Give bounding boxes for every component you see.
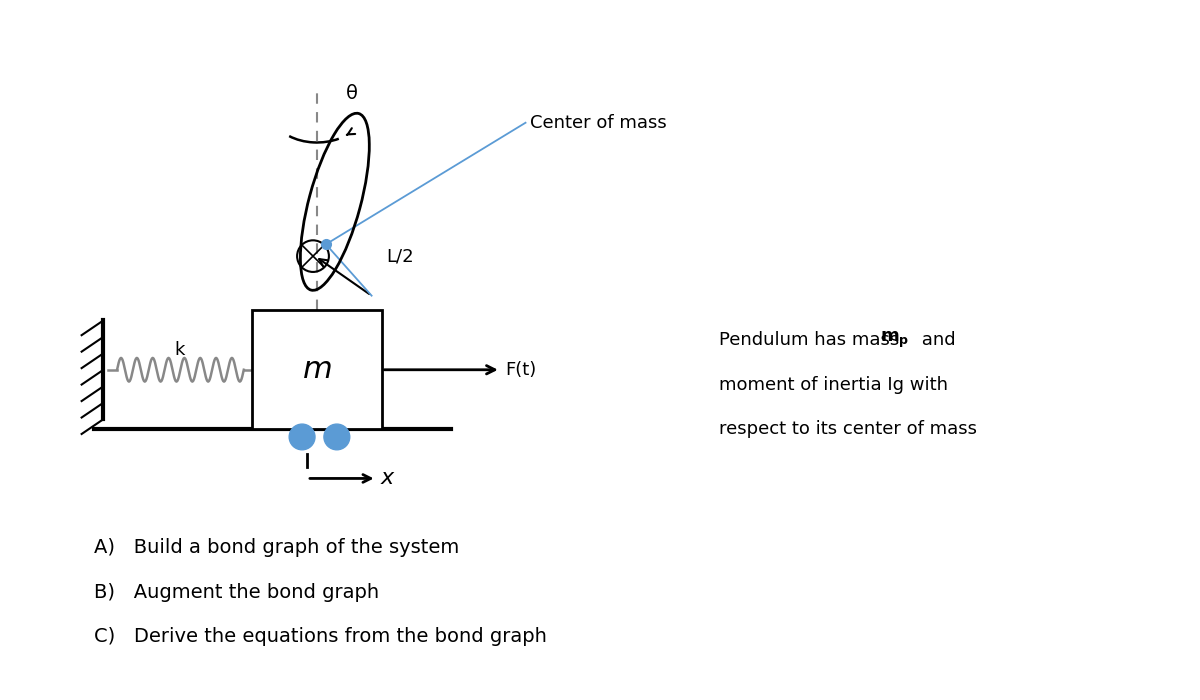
Text: $\mathit{x}$: $\mathit{x}$ bbox=[379, 468, 396, 489]
Text: B)   Augment the bond graph: B) Augment the bond graph bbox=[94, 582, 379, 601]
Text: C)   Derive the equations from the bond graph: C) Derive the equations from the bond gr… bbox=[94, 627, 546, 646]
Text: Center of mass: Center of mass bbox=[530, 113, 667, 132]
Bar bbox=[252, 311, 382, 429]
Text: A)   Build a bond graph of the system: A) Build a bond graph of the system bbox=[94, 538, 458, 557]
Text: Pendulum has mass: Pendulum has mass bbox=[719, 331, 905, 349]
Circle shape bbox=[289, 424, 314, 450]
Text: k: k bbox=[175, 341, 185, 359]
Text: $\mathbf{m_p}$: $\mathbf{m_p}$ bbox=[880, 330, 910, 350]
Text: $\it{m}$: $\it{m}$ bbox=[302, 356, 331, 384]
Text: and: and bbox=[916, 331, 955, 349]
Text: θ: θ bbox=[346, 83, 358, 103]
Text: moment of inertia Ig with: moment of inertia Ig with bbox=[719, 376, 948, 393]
Text: respect to its center of mass: respect to its center of mass bbox=[719, 420, 977, 438]
Text: F(t): F(t) bbox=[505, 360, 536, 379]
Text: L/2: L/2 bbox=[386, 247, 414, 265]
Circle shape bbox=[324, 424, 349, 450]
